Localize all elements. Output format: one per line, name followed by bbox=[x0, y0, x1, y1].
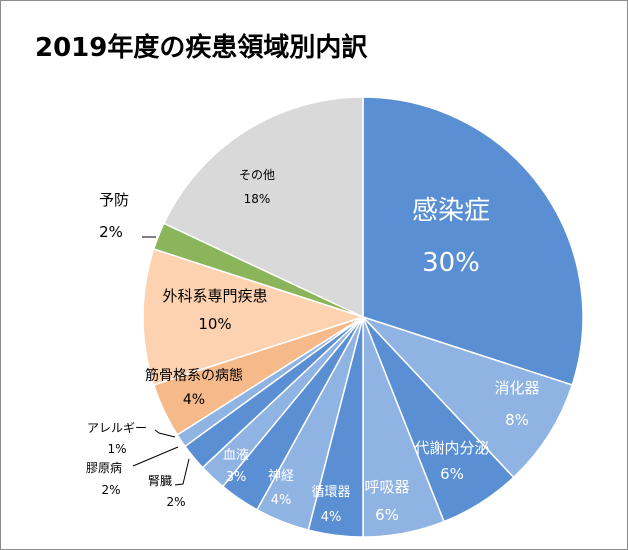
slice-name-label: 膠原病 bbox=[86, 460, 122, 475]
slice-value-label: 2% bbox=[101, 483, 120, 497]
leader-line bbox=[154, 429, 176, 438]
slice-name-label: 感染症 bbox=[412, 196, 490, 226]
slice-value-label: 4% bbox=[321, 510, 342, 525]
leader-line bbox=[132, 446, 179, 467]
slice-name-label: 代謝内分泌 bbox=[414, 439, 489, 457]
slice-value-label: 4% bbox=[271, 493, 292, 508]
chart-title: 2019年度の疾患領域別内訳 bbox=[35, 33, 368, 63]
slice-name-label: 筋骨格系の病態 bbox=[145, 367, 243, 384]
slice-value-label: 18% bbox=[244, 192, 271, 206]
slice-value-label: 2% bbox=[99, 223, 123, 241]
leader-line bbox=[174, 458, 190, 486]
slice-value-label: 6% bbox=[375, 506, 399, 524]
slice-name-label: 循環器 bbox=[311, 485, 350, 500]
slice-value-label: 3% bbox=[226, 470, 247, 485]
slice-value-label: 8% bbox=[505, 411, 529, 429]
slice-name-label: 神経 bbox=[268, 469, 294, 484]
slice-value-label: 30% bbox=[422, 248, 480, 278]
slice-value-label: 1% bbox=[107, 442, 126, 456]
slice-name-label: その他 bbox=[239, 168, 275, 182]
slice-name-label: 外科系専門疾患 bbox=[162, 287, 267, 305]
pie-slice bbox=[162, 96, 364, 319]
slice-name-label: 消化器 bbox=[494, 379, 539, 397]
slice-name-label: 血液 bbox=[223, 448, 249, 463]
slice-value-label: 4% bbox=[183, 392, 205, 408]
slice-name-label: 呼吸器 bbox=[364, 478, 409, 496]
pie-slice bbox=[362, 96, 584, 386]
pie-slice bbox=[142, 248, 366, 386]
pie-slice bbox=[362, 316, 574, 479]
slice-value-label: 6% bbox=[440, 465, 464, 483]
slice-name-label: 腎臓 bbox=[148, 474, 172, 488]
slice-value-label: 2% bbox=[166, 495, 185, 509]
slice-value-label: 10% bbox=[198, 315, 231, 333]
slice-name-label: 予防 bbox=[99, 191, 129, 209]
slice-name-label: アレルギー bbox=[87, 421, 147, 435]
